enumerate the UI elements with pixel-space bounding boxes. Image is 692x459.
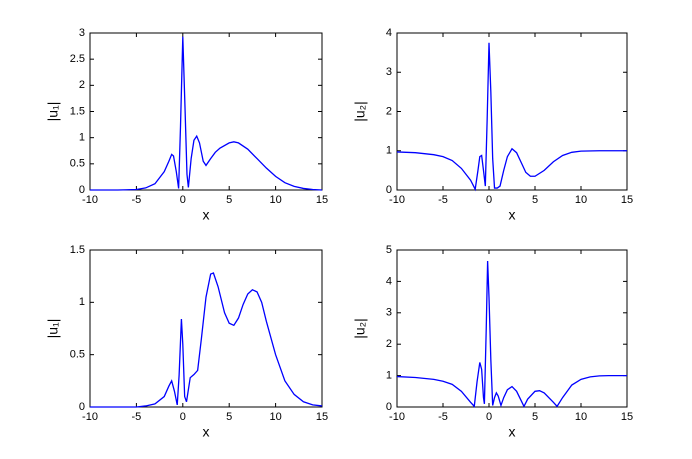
y-tick-label: 3 — [386, 66, 392, 78]
y-tick-label: 3 — [79, 27, 85, 39]
axes-box — [396, 249, 628, 408]
line — [396, 260, 627, 408]
axes-box — [396, 32, 628, 191]
y-tick-label: 0 — [386, 401, 392, 413]
x-tick-label: -5 — [438, 411, 448, 423]
y-tick-label: 4 — [386, 275, 392, 287]
y-tick-label: 2 — [386, 338, 392, 350]
y-tick-label: 0 — [79, 184, 85, 196]
x-tick-label: 10 — [269, 411, 281, 423]
y-tick-label: 0.5 — [70, 349, 85, 361]
x-tick-label: 5 — [532, 194, 538, 206]
y-tick-label: 1.5 — [70, 105, 85, 117]
y-tick-label: 2 — [386, 105, 392, 117]
x-tick-label: -10 — [389, 411, 405, 423]
y-tick-label: 2.5 — [70, 53, 85, 65]
axes-box — [89, 249, 323, 408]
y-tick-label: 2 — [79, 79, 85, 91]
x-tick-label: 10 — [575, 411, 587, 423]
x-tick-label: 5 — [226, 411, 232, 423]
y-tick-label: 1 — [79, 132, 85, 144]
x-tick-label: 0 — [486, 194, 492, 206]
x-tick-label: 15 — [316, 194, 328, 206]
y-axis-label: |u₁| — [45, 319, 61, 339]
x-tick-label: 0 — [486, 411, 492, 423]
y-tick-label: 1.5 — [70, 244, 85, 256]
line — [90, 272, 323, 408]
x-axis-label: x — [203, 207, 210, 223]
y-tick-label: 1 — [79, 296, 85, 308]
y-axis-label: |u₂| — [352, 101, 368, 122]
y-tick-label: 5 — [386, 244, 392, 256]
y-tick-label: 0 — [386, 184, 392, 196]
x-tick-label: -10 — [82, 194, 98, 206]
x-tick-label: -10 — [82, 411, 98, 423]
y-tick-label: 4 — [386, 27, 392, 39]
line — [90, 36, 323, 191]
x-tick-label: -5 — [438, 194, 448, 206]
x-tick-label: -5 — [132, 411, 142, 423]
x-tick-label: 5 — [532, 411, 538, 423]
line — [396, 42, 627, 192]
y-axis-label: |u₂| — [352, 318, 368, 339]
x-tick-label: 0 — [180, 411, 186, 423]
x-tick-label: 10 — [269, 194, 281, 206]
x-tick-label: -10 — [389, 194, 405, 206]
x-tick-label: 15 — [621, 411, 633, 423]
y-axis-label: |u₁| — [45, 102, 61, 122]
y-tick-label: 0 — [79, 401, 85, 413]
x-axis-label: x — [509, 207, 516, 223]
y-tick-label: 1 — [386, 145, 392, 157]
x-tick-label: -5 — [132, 194, 142, 206]
x-tick-label: 15 — [621, 194, 633, 206]
x-axis-label: x — [203, 424, 210, 440]
y-tick-label: 0.5 — [70, 158, 85, 170]
x-axis-label: x — [509, 424, 516, 440]
x-tick-label: 5 — [226, 194, 232, 206]
y-tick-label: 1 — [386, 370, 392, 382]
x-tick-label: 15 — [316, 411, 328, 423]
y-tick-label: 3 — [386, 307, 392, 319]
x-tick-label: 10 — [575, 194, 587, 206]
x-tick-label: 0 — [180, 194, 186, 206]
